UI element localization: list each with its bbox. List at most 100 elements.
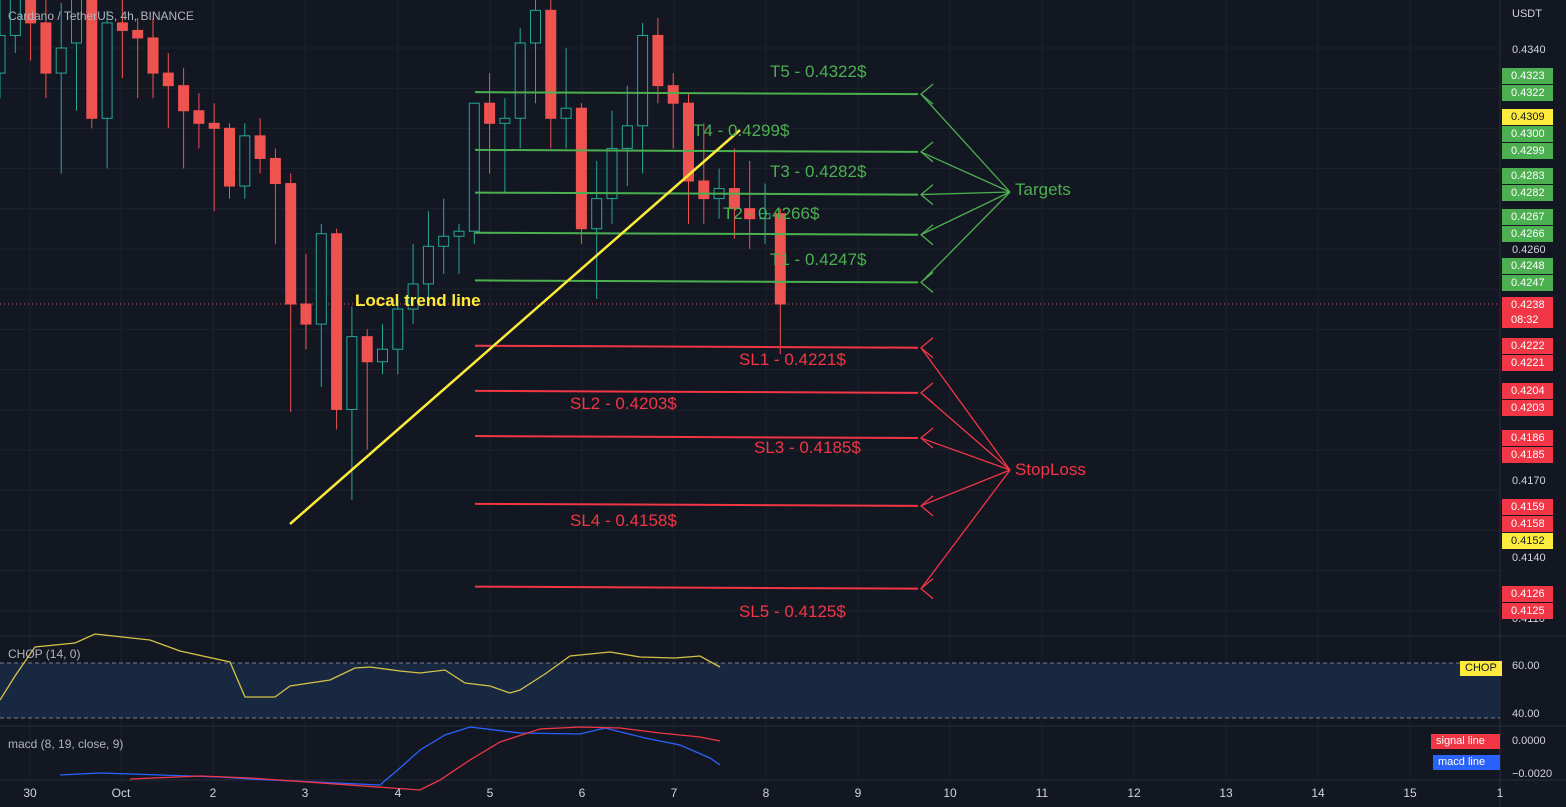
candle-11	[162, 53, 174, 129]
candle-7	[101, 10, 113, 169]
candle-22	[331, 228, 343, 430]
target-label-3: T3 - 0.4282$	[770, 162, 867, 181]
time-axis-label: 1	[1496, 786, 1504, 800]
symbol-legend[interactable]: Cardano / TetherUS, 4h, BINANCE	[8, 9, 194, 23]
time-axis-label: 5	[486, 786, 494, 800]
candle-46	[698, 123, 710, 224]
candle-27	[407, 243, 419, 325]
candle-14	[208, 103, 220, 212]
candle-30	[453, 223, 465, 274]
stoploss-line-5	[474, 585, 919, 590]
macd-axis-zero: 0.0000	[1512, 735, 1546, 747]
stoploss-arrow-5	[920, 469, 1011, 590]
candle-9	[132, 17, 144, 99]
target-line-3	[474, 191, 919, 196]
price-axis-label: 0.4140	[1512, 552, 1546, 564]
candle-body	[162, 72, 174, 87]
trend-line-label: Local trend line	[355, 291, 481, 310]
candle-body	[530, 9, 541, 44]
candle-24	[361, 329, 373, 450]
targets-label: Targets	[1015, 180, 1071, 199]
stoploss-arrowhead-2	[919, 382, 934, 404]
price-tag: 0.4309	[1502, 109, 1553, 125]
candle-body	[728, 188, 740, 210]
candle-body	[285, 183, 297, 305]
candle-19	[285, 173, 297, 412]
candle-body	[591, 198, 603, 230]
candle-body	[86, 0, 98, 119]
candle-body	[147, 37, 159, 74]
indicator-lines	[0, 633, 721, 791]
candle-body	[468, 102, 480, 232]
candle-body	[652, 34, 664, 87]
candle-body	[422, 245, 434, 285]
target-arrowhead-1	[919, 83, 934, 105]
candle-body	[361, 336, 373, 363]
candle-34	[514, 27, 526, 149]
stoploss-arrowhead-3	[919, 427, 934, 449]
price-axis-label: 0.4260	[1512, 244, 1546, 256]
stoploss-arrow-1	[920, 347, 1011, 471]
candle-37	[560, 48, 572, 149]
candle-body	[698, 180, 710, 200]
time-axis-label: 30	[23, 786, 37, 800]
stoploss-label: StopLoss	[1015, 460, 1086, 479]
candle-45	[683, 93, 694, 224]
candle-33	[499, 98, 511, 194]
candle-body	[269, 157, 281, 185]
macd-line	[59, 726, 721, 786]
time-axis-label: 15	[1403, 786, 1417, 800]
candle-4	[55, 2, 67, 174]
price-tag: 0.4267	[1502, 209, 1553, 225]
candle-body	[300, 303, 312, 325]
time-axis-label: 12	[1127, 786, 1141, 800]
price-unit-label: USDT	[1512, 8, 1542, 20]
candle-body	[774, 213, 786, 305]
candle-body	[392, 308, 404, 350]
candle-3	[40, 0, 52, 99]
candle-body	[25, 0, 37, 24]
candle-body	[116, 22, 128, 31]
candle-body	[744, 208, 756, 220]
candle-13	[193, 93, 205, 149]
candle-21	[315, 223, 327, 387]
price-tag: 0.4299	[1502, 143, 1553, 159]
candle-25	[377, 324, 388, 375]
candle-body	[331, 233, 343, 410]
target-arrow-2	[920, 151, 1011, 193]
price-tag: 0.4185	[1502, 447, 1553, 463]
candle-43	[652, 17, 664, 104]
candle-31	[468, 102, 480, 244]
candle-body	[315, 233, 327, 325]
candle-42	[637, 22, 649, 174]
candlestick-series	[0, 0, 786, 500]
candle-35	[530, 0, 541, 104]
stoploss-arrow-2	[920, 392, 1011, 471]
target-arrow-4	[920, 191, 1011, 236]
candle-26	[392, 299, 404, 375]
candle-body	[377, 348, 388, 363]
macd-legend[interactable]: macd (8, 19, close, 9)	[8, 737, 124, 751]
candle-body	[346, 336, 358, 410]
stoploss-label-1: SL1 - 0.4221$	[739, 350, 846, 369]
candle-40	[606, 110, 618, 224]
price-tag: 0.4159	[1502, 499, 1553, 515]
price-tag: 0.4248	[1502, 258, 1553, 274]
chop-legend[interactable]: CHOP (14, 0)	[8, 647, 81, 661]
price-tag: 0.4204	[1502, 383, 1553, 399]
local-trend-line	[289, 129, 741, 525]
candle-body	[239, 135, 251, 187]
candle-23	[346, 306, 358, 500]
candle-body	[101, 22, 113, 119]
time-axis-label: 13	[1219, 786, 1233, 800]
candle-body	[178, 85, 190, 112]
candle-10	[147, 17, 159, 99]
price-tag: 0.4203	[1502, 400, 1553, 416]
price-tag: 0.4125	[1502, 603, 1553, 619]
stoploss-arrow-4	[920, 469, 1011, 507]
candle-16	[239, 123, 251, 199]
price-axis-label: 0.4340	[1512, 44, 1546, 56]
candle-body	[499, 117, 511, 124]
candle-body	[484, 102, 496, 124]
